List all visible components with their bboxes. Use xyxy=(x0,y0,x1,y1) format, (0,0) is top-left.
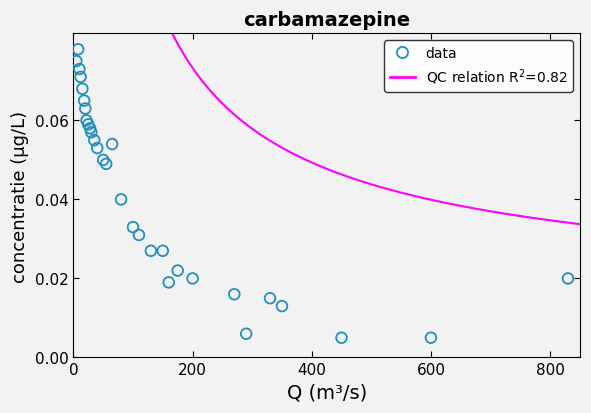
Point xyxy=(79,98,89,104)
Point xyxy=(73,47,83,53)
Point xyxy=(85,126,95,132)
Point xyxy=(82,118,91,124)
Point xyxy=(72,59,81,65)
X-axis label: Q (m³/s): Q (m³/s) xyxy=(287,383,367,402)
Point xyxy=(102,161,111,168)
Point xyxy=(77,86,87,93)
Point xyxy=(99,157,108,164)
Point xyxy=(108,141,117,148)
Point xyxy=(116,197,126,203)
Point xyxy=(242,331,251,337)
Point xyxy=(76,74,85,81)
Point xyxy=(128,224,138,231)
Point xyxy=(146,248,155,254)
Title: carbamazepine: carbamazepine xyxy=(243,11,410,30)
Point xyxy=(86,130,96,136)
Point xyxy=(83,122,93,128)
Legend: data, QC relation R$^2$=0.82: data, QC relation R$^2$=0.82 xyxy=(384,41,573,93)
Point xyxy=(158,248,167,254)
Point xyxy=(265,295,275,302)
Point xyxy=(93,145,102,152)
Point xyxy=(80,106,90,113)
Point xyxy=(337,335,346,341)
Point xyxy=(426,335,436,341)
Point xyxy=(277,303,287,310)
Point xyxy=(173,268,183,274)
Y-axis label: concentratie (µg/L): concentratie (µg/L) xyxy=(11,110,29,282)
Point xyxy=(164,280,174,286)
Point xyxy=(89,138,99,144)
Point xyxy=(188,275,197,282)
Point xyxy=(229,291,239,298)
Point xyxy=(134,232,144,239)
Point xyxy=(74,66,84,73)
Point xyxy=(563,275,573,282)
